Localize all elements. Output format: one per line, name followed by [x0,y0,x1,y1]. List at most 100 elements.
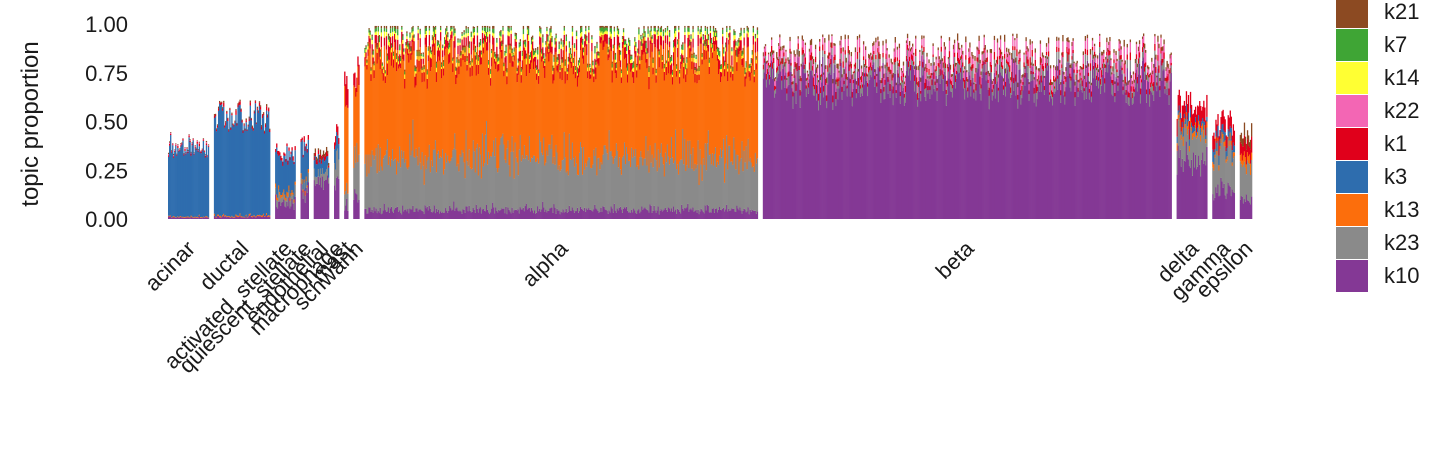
bar-segment-k21 [868,53,870,58]
bar-segment-k13 [608,57,610,131]
bar-segment-k22 [826,82,828,96]
bar-segment-k14 [635,46,637,52]
bar-segment-k10 [764,61,767,220]
bar-segment-k10 [674,211,676,219]
bar-segment-k13 [538,83,540,164]
bar-segment-k14 [637,52,639,56]
bar-segment-k23 [741,141,743,214]
bar-segment-k23 [1069,78,1071,88]
bar-segment-k22 [949,69,952,80]
bar-segment-k14 [568,47,571,54]
bar-segment-k23 [552,163,554,213]
bar-segment-k14 [454,33,456,37]
bar-segment-k7 [597,53,599,56]
bar-segment-k7 [416,51,418,57]
bar-segment-k10 [952,84,955,219]
bar-segment-k22 [828,40,830,53]
bar-segment-k1 [892,86,894,94]
bar-segment-k1 [344,71,346,86]
bar-segment-k13 [717,74,720,165]
bar-segment-k21 [538,69,540,71]
bar-segment-k13 [229,216,231,218]
bar-segment-k13 [691,69,693,169]
bar-segment-k10 [445,208,447,219]
bar-segment-k10 [835,106,837,219]
bar-segment-k13 [293,199,295,203]
bar-segment-k1 [602,40,604,50]
bar-segment-k10 [953,68,956,219]
bar-segment-k23 [714,147,717,209]
bar-segment-k23 [375,147,377,209]
bar-segment-k1 [842,61,844,68]
bar-segment-k21 [480,50,483,53]
bar-segment-k1 [554,47,556,55]
bar-segment-k23 [464,178,466,213]
bar-segment-k23 [734,149,736,212]
bar-segment-k13 [418,71,420,148]
bar-segment-k1 [641,49,643,61]
bar-segment-k21 [982,51,984,54]
bar-segment-k13 [385,49,388,151]
bar-segment-k13 [553,80,555,157]
bar-segment-k14 [518,47,520,52]
bar-segment-k13 [699,43,701,150]
bar-segment-k23 [985,74,987,81]
bar-segment-k22 [837,69,839,80]
bar-segment-k10 [530,207,533,219]
bar-segment-k23 [702,158,704,212]
bar-segment-k1 [584,41,586,48]
bar-segment-k13 [199,217,201,218]
bar-segment-k3 [263,133,266,217]
bar-segment-k14 [468,47,470,54]
bar-segment-k1 [647,37,649,53]
bar-segment-k21 [541,48,543,50]
bar-segment-k21 [682,42,684,45]
bar-segment-k23 [689,140,691,210]
bar-segment-k13 [301,179,303,185]
bar-segment-k21 [926,52,928,57]
bar-segment-k14 [731,51,733,56]
bar-segment-k21 [983,34,985,38]
bar-segment-k21 [766,60,769,63]
bar-segment-k14 [529,57,532,61]
bar-segment-k21 [624,39,627,41]
bar-segment-k21 [911,47,913,50]
bar-segment-k1 [590,74,592,79]
bar-segment-k7 [564,61,566,66]
bar-segment-k1 [899,91,902,97]
bar-segment-k22 [907,50,910,62]
bar-segment-k10 [575,211,578,219]
bar-segment-k21 [446,25,448,28]
bar-segment-k21 [584,34,586,36]
bar-segment-k10 [1011,94,1013,219]
bar-segment-k14 [460,55,462,59]
bar-segment-k7 [603,28,605,33]
bar-segment-k13 [565,51,567,173]
bar-segment-k23 [1060,95,1062,103]
bar-segment-k13 [663,80,666,177]
bar-segment-k21 [1039,40,1042,44]
bar-segment-k1 [529,60,532,70]
bar-segment-k23 [377,144,379,211]
bar-segment-k21 [786,78,788,80]
bar-segment-k1 [953,52,956,57]
bar-segment-k22 [888,57,890,67]
bar-segment-k23 [948,57,951,64]
bar-segment-k21 [546,26,548,29]
bar-segment-k1 [737,48,739,58]
bar-segment-k10 [344,210,346,219]
bar-segment-k13 [462,60,464,153]
bar-segment-k23 [569,159,572,211]
bar-segment-k23 [576,174,579,208]
bar-segment-k21 [244,128,246,130]
bar-segment-k1 [277,150,279,155]
bar-segment-k23 [701,180,703,211]
bar-segment-k23 [335,169,337,191]
bar-segment-k10 [596,209,598,219]
bar-segment-k21 [590,68,592,70]
bar-segment-k13 [525,76,528,156]
bar-segment-k1 [1025,50,1027,55]
bar-segment-k13 [239,213,241,216]
bar-segment-k10 [916,94,918,219]
bar-segment-k10 [704,205,706,219]
